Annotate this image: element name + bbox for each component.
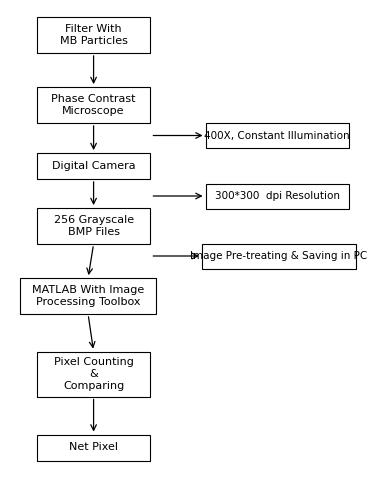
Text: Net Pixel: Net Pixel (69, 442, 118, 452)
FancyBboxPatch shape (37, 434, 150, 460)
Text: Image Pre-treating & Saving in PC: Image Pre-treating & Saving in PC (190, 251, 367, 261)
Text: Filter With
MB Particles: Filter With MB Particles (60, 24, 127, 46)
FancyBboxPatch shape (37, 352, 150, 397)
Text: 256 Grayscale
BMP Files: 256 Grayscale BMP Files (54, 215, 134, 237)
FancyBboxPatch shape (206, 123, 349, 148)
FancyBboxPatch shape (37, 208, 150, 244)
Text: Pixel Counting
&
Comparing: Pixel Counting & Comparing (54, 356, 134, 392)
FancyBboxPatch shape (202, 244, 356, 268)
Text: Phase Contrast
Microscope: Phase Contrast Microscope (51, 94, 136, 116)
FancyBboxPatch shape (37, 153, 150, 179)
Text: Digital Camera: Digital Camera (52, 161, 135, 171)
FancyBboxPatch shape (20, 278, 156, 314)
FancyBboxPatch shape (37, 17, 150, 53)
Text: 300*300  dpi Resolution: 300*300 dpi Resolution (215, 191, 339, 201)
FancyBboxPatch shape (206, 184, 349, 208)
Text: 400X, Constant Illumination: 400X, Constant Illumination (204, 130, 350, 140)
Text: MATLAB With Image
Processing Toolbox: MATLAB With Image Processing Toolbox (32, 285, 144, 307)
FancyBboxPatch shape (37, 87, 150, 123)
